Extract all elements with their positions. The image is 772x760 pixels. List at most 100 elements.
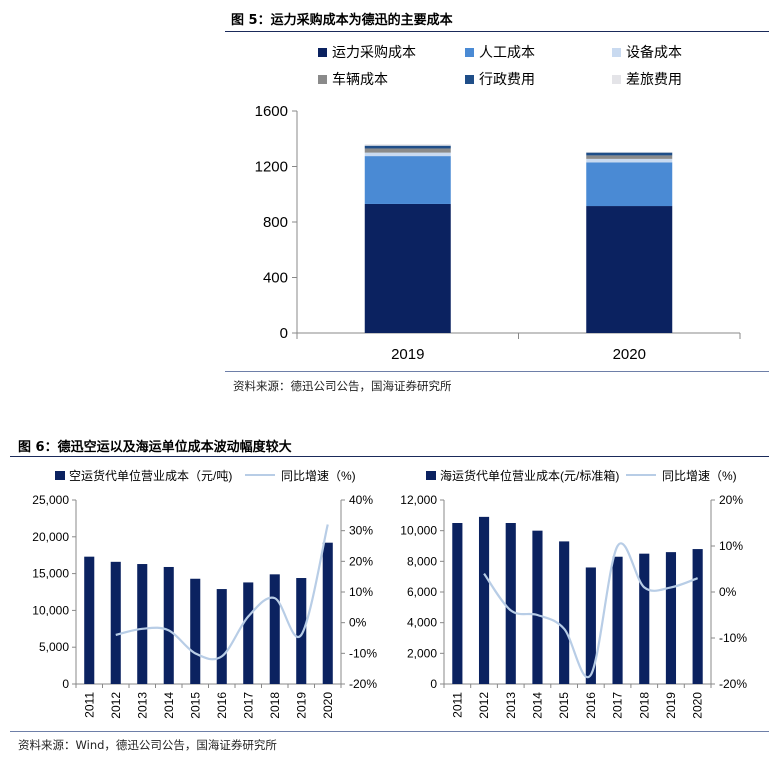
- bar-2012: [478, 516, 490, 684]
- x-tick-label: 2014: [162, 692, 176, 719]
- right-tick-label: 40%: [349, 493, 373, 507]
- left-tick-label: 6,000: [407, 585, 437, 599]
- figure6-source: 资料来源：Wind，德迅公司公告，国海证券研究所: [18, 738, 277, 752]
- left-tick-label: 4,000: [407, 616, 437, 630]
- right-tick-label: -10%: [349, 646, 377, 660]
- legend-swatch-5: [612, 75, 621, 84]
- bar-2011: [84, 556, 95, 684]
- legend-swatch-0: [318, 48, 327, 57]
- left-tick-label: 5,000: [39, 640, 69, 654]
- figure6-title: 图 6：德迅空运以及海运单位成本波动幅度较大: [18, 440, 292, 455]
- bar-2018: [269, 574, 280, 684]
- bar-2014: [532, 530, 543, 684]
- x-tick-label: 2015: [557, 692, 571, 719]
- left-tick-label: 12,000: [400, 493, 437, 507]
- bar-segment-2019-5: [364, 144, 451, 146]
- figure6-title-rule: [10, 456, 769, 457]
- x-tick-label: 2016: [584, 692, 598, 719]
- bar-2013: [137, 564, 148, 684]
- left-tick-label: 25,000: [32, 493, 69, 507]
- figure5-title-rule: [225, 31, 769, 32]
- bar-2019: [665, 552, 677, 684]
- legend-label-0: 运力采购成本: [332, 44, 416, 60]
- x-tick-label: 2012: [109, 692, 123, 719]
- growth-rate-line: [115, 524, 329, 661]
- right-tick-label: -20%: [719, 677, 747, 691]
- bar-segment-2019-3: [364, 148, 451, 153]
- x-tick-label: 2020: [613, 346, 646, 363]
- x-tick-label: 2011: [82, 692, 96, 718]
- figure5-source-rule: [225, 371, 769, 372]
- legend-bar-swatch: [55, 471, 65, 480]
- right-tick-label: 10%: [349, 585, 373, 599]
- y-tick-label: 800: [263, 214, 288, 231]
- x-tick-label: 2013: [135, 692, 149, 719]
- bar-2017: [243, 582, 254, 684]
- left-tick-label: 10,000: [400, 524, 437, 538]
- left-tick-label: 20,000: [32, 530, 69, 544]
- legend-bar-swatch: [426, 471, 436, 480]
- x-tick-label: 2019: [294, 692, 308, 719]
- bar-2020: [692, 549, 703, 684]
- left-tick-label: 15,000: [32, 567, 69, 581]
- bar-2018: [639, 553, 650, 684]
- x-tick-label: 2012: [477, 692, 491, 719]
- x-tick-label: 2017: [611, 692, 625, 719]
- bar-2017: [612, 556, 623, 684]
- x-tick-label: 2014: [530, 692, 544, 719]
- left-tick-label: 2,000: [407, 646, 437, 660]
- x-tick-label: 2017: [241, 692, 255, 719]
- legend-line-label: 同比增速（%): [281, 469, 356, 483]
- x-tick-label: 2020: [321, 692, 335, 719]
- bar-segment-2019-4: [364, 145, 451, 149]
- bar-2014: [163, 566, 174, 684]
- x-tick-label: 2019: [664, 692, 678, 719]
- bar-2013: [505, 523, 516, 684]
- legend-label-3: 车辆成本: [332, 71, 388, 87]
- figure6-source-rule: [10, 731, 769, 732]
- legend-line-label: 同比增速（%): [662, 469, 737, 483]
- right-tick-label: 20%: [349, 554, 373, 568]
- y-tick-label: 400: [263, 270, 288, 287]
- figure5-title: 图 5：运力采购成本为德迅的主要成本: [231, 13, 453, 28]
- bar-segment-2020-4: [586, 152, 673, 156]
- left-tick-label: 0: [62, 677, 69, 691]
- x-tick-label: 2016: [215, 692, 229, 719]
- x-tick-label: 2013: [504, 692, 518, 719]
- right-tick-label: -20%: [349, 677, 377, 691]
- x-tick-label: 2011: [450, 692, 464, 718]
- x-tick-label: 2018: [268, 692, 282, 719]
- right-tick-label: -10%: [719, 631, 747, 645]
- right-tick-label: 30%: [349, 524, 373, 538]
- legend-swatch-1: [465, 48, 474, 57]
- bar-2015: [190, 578, 201, 684]
- legend-swatch-3: [318, 75, 327, 84]
- bar-segment-2019-0: [364, 203, 451, 333]
- legend-bar-label: 空运货代单位营业成本（元/吨): [69, 468, 232, 483]
- bar-2015: [559, 541, 570, 684]
- x-tick-label: 2015: [188, 692, 202, 719]
- y-tick-label: 1600: [255, 103, 288, 120]
- legend-label-4: 行政费用: [479, 71, 535, 87]
- bar-segment-2020-1: [586, 162, 673, 207]
- bar-2019: [296, 578, 307, 684]
- figure5-source: 资料来源：德迅公司公告，国海证券研究所: [233, 379, 452, 393]
- right-tick-label: 0%: [719, 585, 737, 599]
- bar-2016: [216, 589, 227, 684]
- bar-2012: [110, 561, 121, 684]
- x-tick-label: 2019: [391, 346, 424, 363]
- x-tick-label: 2020: [691, 692, 705, 719]
- legend-label-1: 人工成本: [479, 44, 535, 60]
- legend-label-5: 差旅费用: [626, 71, 682, 87]
- legend-label-2: 设备成本: [626, 44, 682, 60]
- bar-2016: [585, 567, 596, 684]
- legend-swatch-4: [465, 75, 474, 84]
- bar-segment-2020-5: [586, 151, 673, 153]
- right-tick-label: 20%: [719, 493, 743, 507]
- bar-segment-2019-2: [364, 152, 451, 157]
- right-tick-label: 10%: [719, 539, 743, 553]
- legend-bar-label: 海运货代单位营业成本(元/标准箱): [440, 468, 619, 483]
- y-tick-label: 0: [280, 325, 288, 342]
